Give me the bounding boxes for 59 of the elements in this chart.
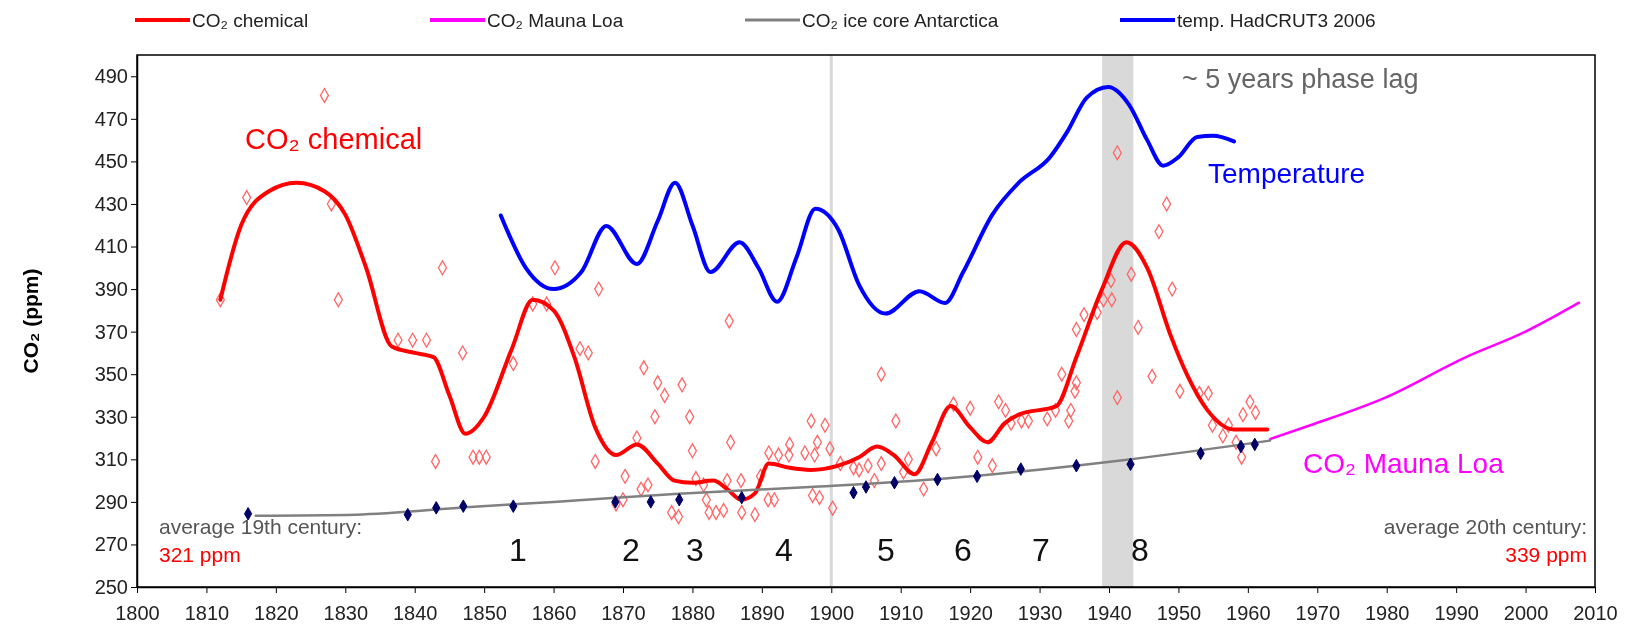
x-tick-label: 1900: [809, 602, 855, 624]
x-tick-label: 2000: [1503, 602, 1549, 624]
y-tick-label: 330: [94, 405, 128, 428]
y-axis-title: CO₂ (ppm): [19, 268, 42, 374]
x-tick-label: 1840: [392, 602, 438, 624]
annotation: 8: [1131, 532, 1149, 569]
legend-label: CO₂ Mauna Loa: [487, 10, 624, 31]
annotation: 321 ppm: [159, 542, 241, 566]
annotation: ~ 5 years phase lag: [1182, 64, 1419, 95]
annotation: 5: [877, 532, 895, 569]
x-tick-label: 1970: [1295, 602, 1341, 624]
x-tick-label: 1940: [1087, 602, 1132, 624]
point: [861, 480, 871, 494]
x-tick-label: 1850: [462, 602, 507, 624]
legend-label: CO₂ chemical: [192, 10, 309, 31]
x-tick-label: 2010: [1573, 602, 1618, 624]
annotation: average 19th century:: [159, 514, 363, 538]
y-tick-label: 250: [94, 575, 128, 598]
x-tick-label: 1960: [1226, 602, 1271, 624]
x-tick-label: 1920: [948, 602, 993, 624]
legend-label: CO₂ ice core Antarctica: [802, 10, 999, 31]
y-tick-label: 310: [94, 448, 128, 471]
line-series: [1268, 301, 1581, 441]
legend-label: temp. HadCRUT3 2006: [1177, 10, 1376, 31]
y-tick-label: 270: [94, 533, 128, 556]
x-tick-label: 1860: [531, 602, 577, 624]
annotation: 6: [954, 532, 972, 569]
y-tick-label: 290: [94, 490, 128, 513]
y-tick-label: 490: [94, 65, 128, 88]
x-tick-label: 1810: [184, 602, 230, 624]
annotation: CO₂ Mauna Loa: [1303, 448, 1505, 480]
x-tick-label: 1980: [1364, 602, 1410, 624]
line-series: [254, 439, 1272, 517]
y-tick-label: 450: [94, 150, 128, 173]
y-tick-label: 350: [94, 363, 128, 386]
annotation: 1: [509, 532, 527, 569]
annotation: 3: [686, 532, 704, 569]
annotation: Temperature: [1208, 158, 1366, 190]
annotation: 7: [1032, 532, 1050, 569]
y-tick-label: 370: [94, 320, 128, 343]
annotation: 339 ppm: [1505, 542, 1587, 566]
x-tick-label: 1990: [1434, 602, 1479, 624]
annotation: 4: [775, 532, 793, 569]
x-tick-label: 1830: [323, 602, 369, 624]
x-tick-label: 1930: [1017, 602, 1063, 624]
y-tick-label: 470: [94, 107, 128, 130]
x-tick-label: 1950: [1156, 602, 1202, 624]
x-tick-label: 1910: [878, 602, 924, 624]
x-tick-label: 1890: [740, 602, 785, 624]
annotation: average 20th century:: [1383, 514, 1587, 538]
x-tick-label: 1880: [670, 602, 716, 624]
y-tick-label: 390: [94, 277, 128, 300]
x-tick-label: 1820: [254, 602, 299, 624]
y-tick-label: 430: [94, 192, 128, 215]
annotation: CO₂ chemical: [245, 122, 423, 155]
x-tick-label: 1800: [115, 602, 160, 624]
y-tick-label: 410: [94, 235, 128, 258]
annotation: 2: [622, 532, 640, 569]
x-tick-label: 1870: [601, 602, 646, 624]
